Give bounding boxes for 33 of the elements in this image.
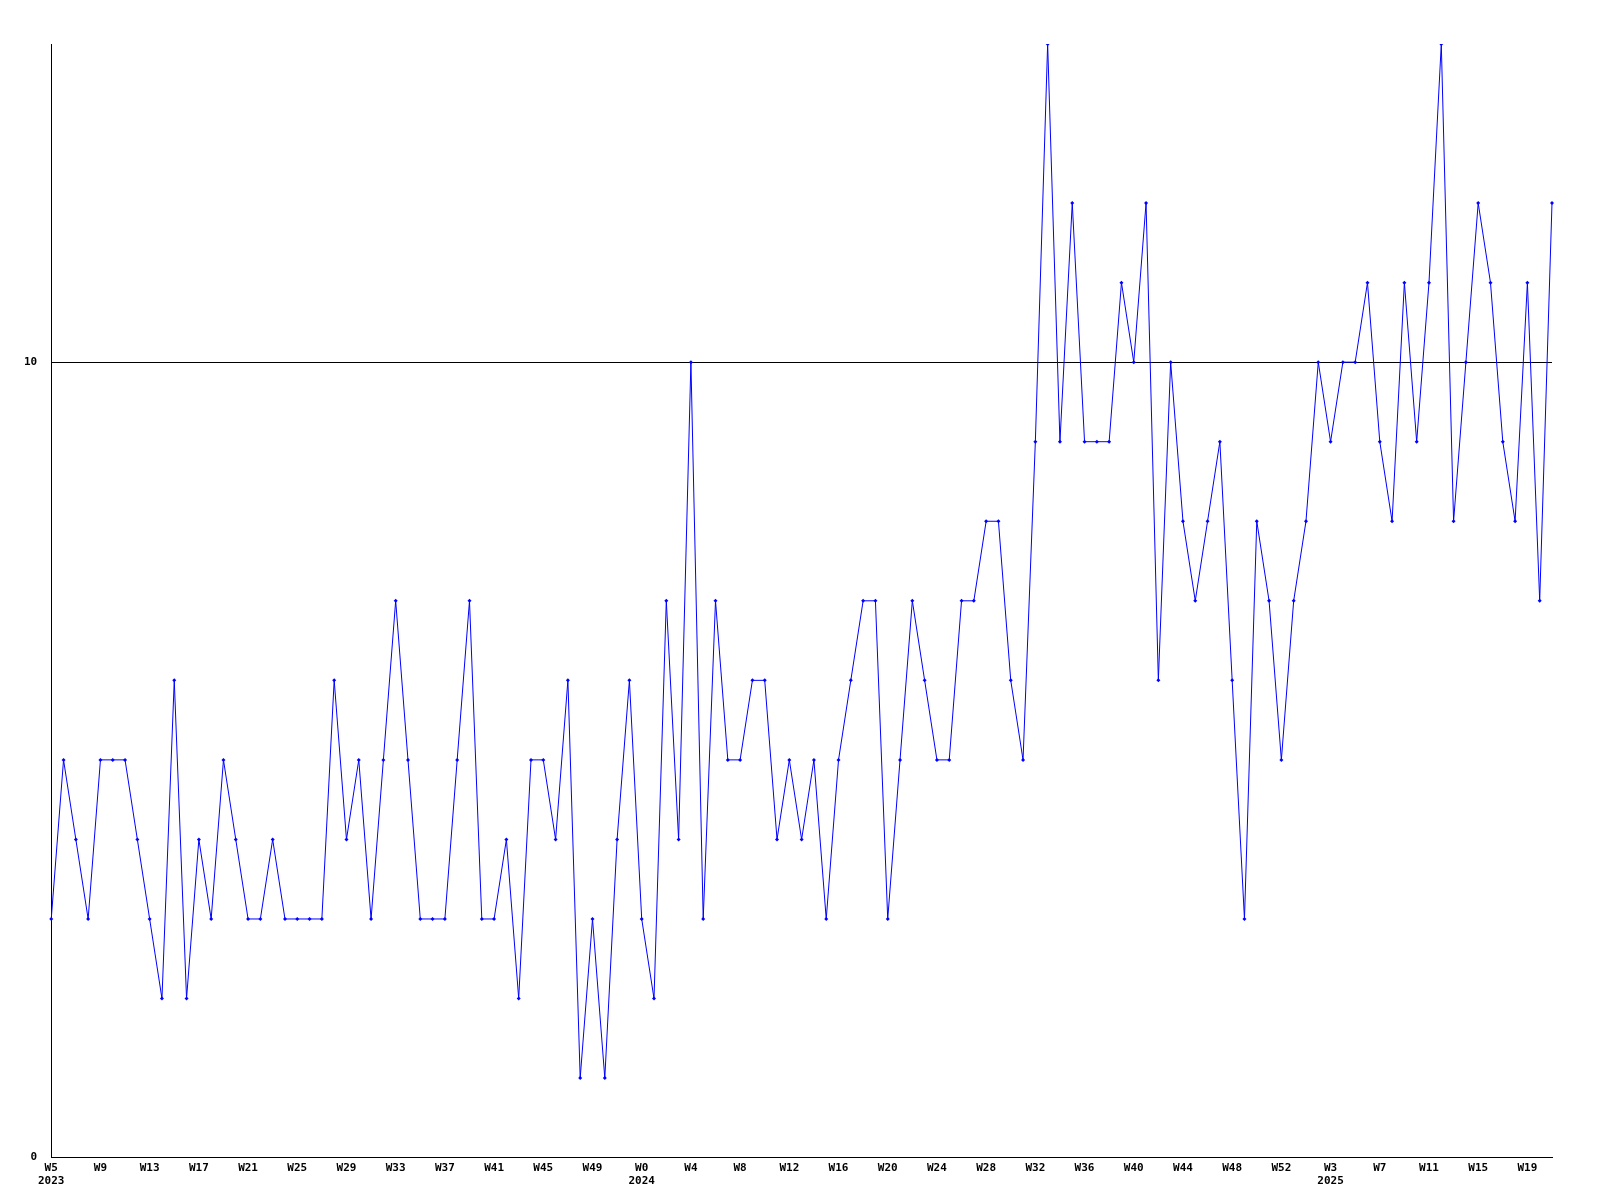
- x-tick-label: W12: [779, 1161, 800, 1175]
- x-tick-label: W33: [385, 1161, 406, 1175]
- y-tick-label: 0: [30, 1150, 38, 1164]
- x-tick-label: W0 2024: [628, 1161, 656, 1188]
- x-tick-label: W9: [93, 1161, 108, 1175]
- x-tick-label: W44: [1173, 1161, 1194, 1175]
- x-tick-label: W29: [336, 1161, 357, 1175]
- x-tick-label: W25: [287, 1161, 308, 1175]
- x-tick-label: W49: [582, 1161, 603, 1175]
- x-tick-label: W32: [1025, 1161, 1046, 1175]
- x-tick-label: W8: [733, 1161, 747, 1175]
- x-tick-label: W11: [1419, 1161, 1440, 1175]
- x-tick-label: W52: [1271, 1161, 1292, 1175]
- x-tick-label: W15: [1468, 1161, 1489, 1175]
- x-tick-label: W16: [828, 1161, 849, 1175]
- x-tick-label: W28: [976, 1161, 997, 1175]
- x-tick-label: W3 2025: [1317, 1161, 1344, 1188]
- x-tick-label: W5 2023: [38, 1161, 65, 1188]
- x-tick-label: W24: [927, 1161, 948, 1175]
- x-tick-label: W40: [1123, 1161, 1144, 1175]
- x-tick-label: W48: [1222, 1161, 1243, 1175]
- x-tick-label: W13: [139, 1161, 160, 1175]
- x-tick-label: W7: [1373, 1161, 1387, 1175]
- x-tick-label: W20: [877, 1161, 898, 1175]
- x-tick-label: W36: [1074, 1161, 1095, 1175]
- x-tick-label: W21: [238, 1161, 259, 1175]
- x-tick-label: W19: [1517, 1161, 1538, 1175]
- y-tick-label: 10: [24, 355, 38, 369]
- x-tick-label: W37: [434, 1161, 455, 1175]
- x-tick-label: W45: [533, 1161, 554, 1175]
- x-tick-label: W41: [484, 1161, 505, 1175]
- x-tick-label: W4: [684, 1161, 698, 1175]
- x-tick-label: W17: [188, 1161, 209, 1175]
